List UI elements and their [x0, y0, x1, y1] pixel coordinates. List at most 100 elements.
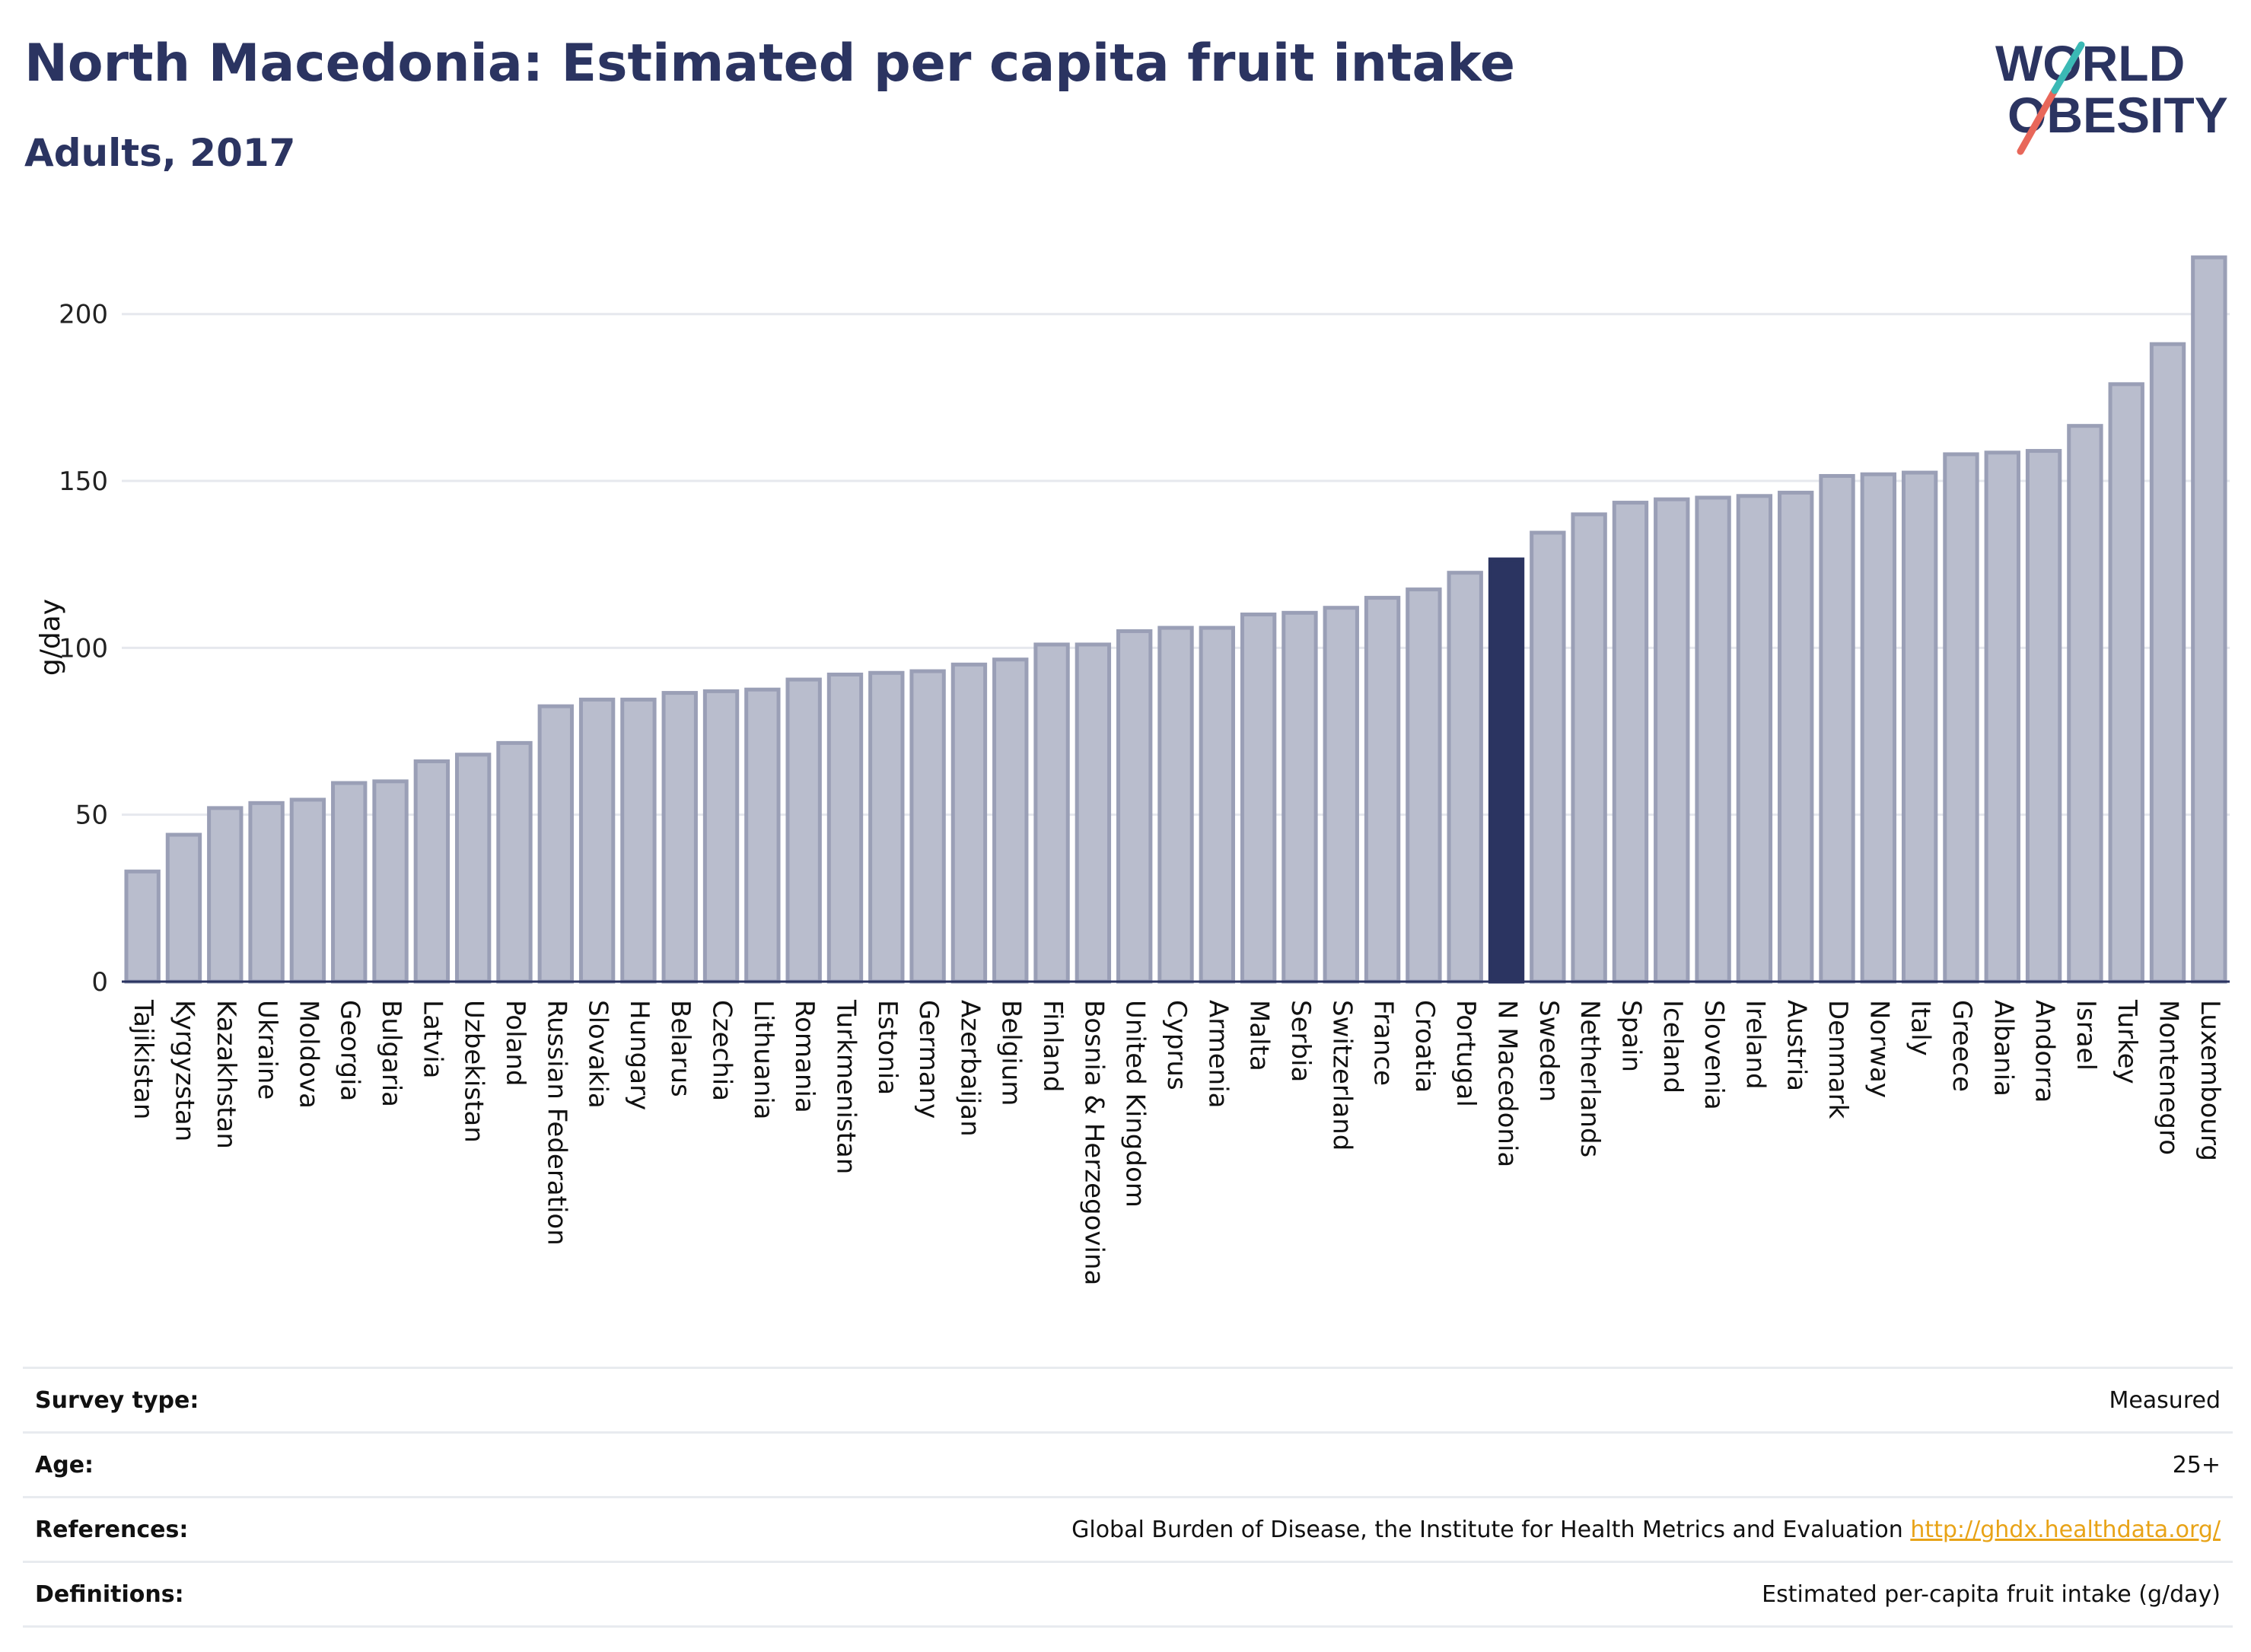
bar	[1654, 497, 1690, 984]
x-tick-label: Czechia	[707, 1000, 737, 1101]
meta-row-definitions: Definitions: Estimated per-capita fruit …	[23, 1561, 2233, 1628]
x-tick-label: France	[1368, 1000, 1399, 1086]
bar	[1116, 629, 1153, 984]
bar	[578, 697, 616, 984]
bar	[207, 806, 244, 984]
bar	[661, 691, 698, 984]
x-tick-label: Croatia	[1409, 1000, 1440, 1093]
x-tick-label: Russian Federation	[541, 1000, 572, 1246]
references-label: References:	[35, 1516, 189, 1543]
bar	[1530, 530, 1566, 984]
world-obesity-logo: WORLD OBESITY	[1995, 35, 2228, 155]
bar	[165, 832, 202, 984]
x-tick-label: Malta	[1244, 1000, 1275, 1071]
bar	[1778, 490, 1814, 984]
x-tick-label: Estonia	[872, 1000, 903, 1095]
meta-row-survey: Survey type: Measured	[23, 1367, 2233, 1431]
y-tick-label: 50	[75, 801, 108, 831]
x-tick-label: Poland	[500, 1000, 530, 1087]
x-tick-label: Romania	[789, 1000, 820, 1113]
y-axis-label: g/day	[35, 599, 66, 676]
bar	[454, 753, 492, 984]
x-tick-label: Belgium	[996, 1000, 1027, 1106]
definitions-value: Estimated per-capita fruit intake (g/day…	[1762, 1580, 2221, 1608]
bar	[1901, 470, 1938, 984]
references-value: Global Burden of Disease, the Institute …	[1071, 1517, 2233, 1543]
x-tick-label: Ukraine	[252, 1000, 282, 1100]
y-tick-label: 150	[59, 466, 108, 497]
x-tick-label: Hungary	[624, 1000, 654, 1110]
page-subtitle: Adults, 2017	[24, 131, 296, 175]
x-tick-label: Turkmenistan	[830, 999, 861, 1174]
x-tick-label: Serbia	[1285, 1000, 1316, 1082]
x-tick-label: United Kingdom	[1120, 1000, 1151, 1208]
bar	[537, 704, 574, 984]
x-tick-label: Slovenia	[1699, 1000, 1729, 1110]
x-tick-label: Iceland	[1657, 1000, 1688, 1093]
x-tick-label: Norway	[1864, 1000, 1894, 1098]
bar	[1075, 642, 1112, 984]
bar	[909, 669, 946, 984]
x-tick-label: Sweden	[1533, 1000, 1564, 1102]
x-tick-label: Israel	[2071, 1000, 2101, 1071]
x-tick-label: Azerbaijan	[954, 1000, 985, 1137]
x-tick-label: Kazakhstan	[211, 1000, 241, 1149]
bar	[950, 662, 988, 984]
age-label: Age:	[35, 1451, 94, 1479]
bar	[2149, 342, 2186, 984]
bar	[1323, 606, 1359, 984]
bar	[1033, 642, 1070, 984]
references-text: Global Burden of Disease, the Institute …	[1071, 1516, 1903, 1543]
x-tick-label: Italy	[1906, 1000, 1936, 1056]
meta-row-age: Age: 25+	[23, 1431, 2233, 1496]
x-tick-label: Kyrgyzstan	[169, 1000, 199, 1141]
survey-type-value: Measured	[2109, 1386, 2221, 1414]
x-tick-label: Bulgaria	[376, 1000, 406, 1107]
y-tick-label: 100	[59, 633, 108, 664]
bar	[1199, 625, 1235, 984]
bar	[620, 697, 657, 984]
bar	[331, 781, 368, 984]
bar	[289, 797, 326, 984]
x-tick-label: Netherlands	[1574, 1000, 1605, 1157]
meta-row-references: References: Global Burden of Disease, th…	[23, 1496, 2233, 1561]
x-tick-label: Portugal	[1450, 1000, 1481, 1107]
bar	[785, 677, 822, 984]
bar	[1943, 452, 1979, 984]
meta-table: Survey type: Measured Age: 25+ Reference…	[23, 1367, 2233, 1628]
references-link[interactable]: http://ghdx.healthdata.org/	[1910, 1516, 2221, 1543]
x-tick-label: Switzerland	[1326, 1000, 1357, 1151]
bar	[413, 759, 451, 984]
x-tick-label: Denmark	[1823, 1000, 1853, 1119]
bar	[992, 657, 1029, 984]
y-tick-label: 200	[59, 300, 108, 330]
x-tick-label: Germany	[913, 1000, 944, 1119]
bar-chart: 0 50 100 150 200 g/day Tajikistan Kyrgyzstan Kaz…	[35, 255, 2230, 1285]
bar	[2108, 382, 2144, 984]
x-tick-label: Turkey	[2112, 999, 2142, 1084]
definitions-label: Definitions:	[35, 1580, 184, 1608]
bar	[1736, 494, 1773, 984]
survey-type-label: Survey type:	[35, 1386, 199, 1414]
x-tick-label: Tajikistan	[128, 999, 158, 1119]
y-tick-label: 0	[91, 967, 108, 998]
x-tick-label: Spain	[1616, 1000, 1646, 1072]
bar	[1406, 587, 1442, 984]
bar	[2067, 424, 2103, 984]
x-tick-label: N Macedonia	[1492, 1000, 1523, 1167]
bar	[1984, 450, 2020, 984]
bar	[1571, 512, 1607, 984]
x-tick-label: Lithuania	[748, 1000, 778, 1119]
logo-slash-coral	[2017, 87, 2058, 155]
logo-slash-teal	[2051, 41, 2085, 94]
bar	[1612, 501, 1649, 984]
x-tick-label: Georgia	[335, 1000, 365, 1101]
bar	[1282, 610, 1318, 984]
x-tick-label: Ireland	[1740, 1000, 1770, 1090]
bar	[702, 689, 740, 984]
x-tick-label: Moldova	[293, 1000, 323, 1109]
bar	[1157, 625, 1194, 984]
bar	[1695, 495, 1731, 984]
x-tick-label: Andorra	[2030, 1000, 2060, 1103]
bar	[868, 670, 905, 984]
